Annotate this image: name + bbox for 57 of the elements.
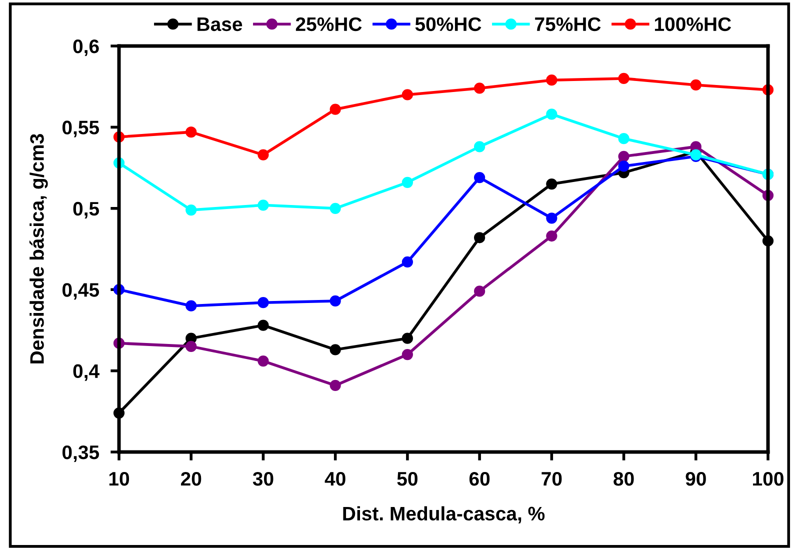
point [186, 300, 197, 312]
point [330, 202, 341, 214]
y-tick-label: 0,45 [62, 283, 100, 300]
point [474, 172, 486, 184]
point [330, 295, 341, 307]
point [402, 349, 413, 360]
point [546, 212, 558, 224]
x-tick-label: 40 [324, 472, 346, 486]
x-tick-label: 70 [542, 472, 562, 486]
legend-label: 100%HC [654, 17, 732, 32]
point [402, 256, 413, 268]
point [618, 72, 630, 84]
x-tick-label: 30 [252, 472, 274, 486]
point [474, 82, 486, 94]
point [258, 356, 269, 367]
point [258, 297, 269, 308]
point [402, 176, 413, 188]
x-tick-label: 10 [109, 472, 130, 486]
legend-label: 50%HC [415, 17, 482, 32]
legend-label: 75%HC [535, 17, 601, 32]
x-tick-label: 50 [397, 472, 418, 486]
point [402, 89, 413, 100]
x-tick-label: 80 [614, 472, 634, 486]
point [618, 160, 630, 172]
point [186, 340, 197, 352]
legend-label: Base [198, 18, 242, 32]
point [474, 232, 486, 244]
point [258, 200, 269, 211]
point [474, 141, 486, 152]
x-axis-title: Dist. Medula-casca, % [343, 506, 545, 524]
point [690, 79, 702, 91]
x-tick-label: 60 [469, 472, 490, 486]
point [618, 133, 630, 144]
x-tick-label: 20 [180, 472, 202, 486]
point [330, 380, 341, 391]
point [186, 126, 197, 138]
legend-label: 25%HC [296, 17, 362, 32]
x-tick-label: 90 [686, 472, 706, 486]
point [402, 332, 413, 344]
point [546, 230, 558, 242]
x-tick-label: 100 [753, 472, 784, 486]
y-tick-label: 0,55 [62, 120, 100, 138]
point [546, 74, 558, 86]
point [618, 150, 630, 162]
point [258, 320, 269, 331]
point [546, 178, 558, 190]
y-tick-label: 0,35 [62, 445, 100, 462]
y-axis-title: Densidade básica, g/cm3 [29, 134, 48, 364]
point [546, 108, 558, 120]
y-tick-label: 0,5 [73, 202, 100, 218]
point [474, 286, 486, 297]
point [258, 149, 269, 160]
y-tick-label: 0,4 [73, 364, 100, 381]
point [186, 204, 197, 216]
point [330, 344, 341, 356]
point [330, 104, 341, 115]
y-tick-label: 0,6 [73, 39, 99, 56]
